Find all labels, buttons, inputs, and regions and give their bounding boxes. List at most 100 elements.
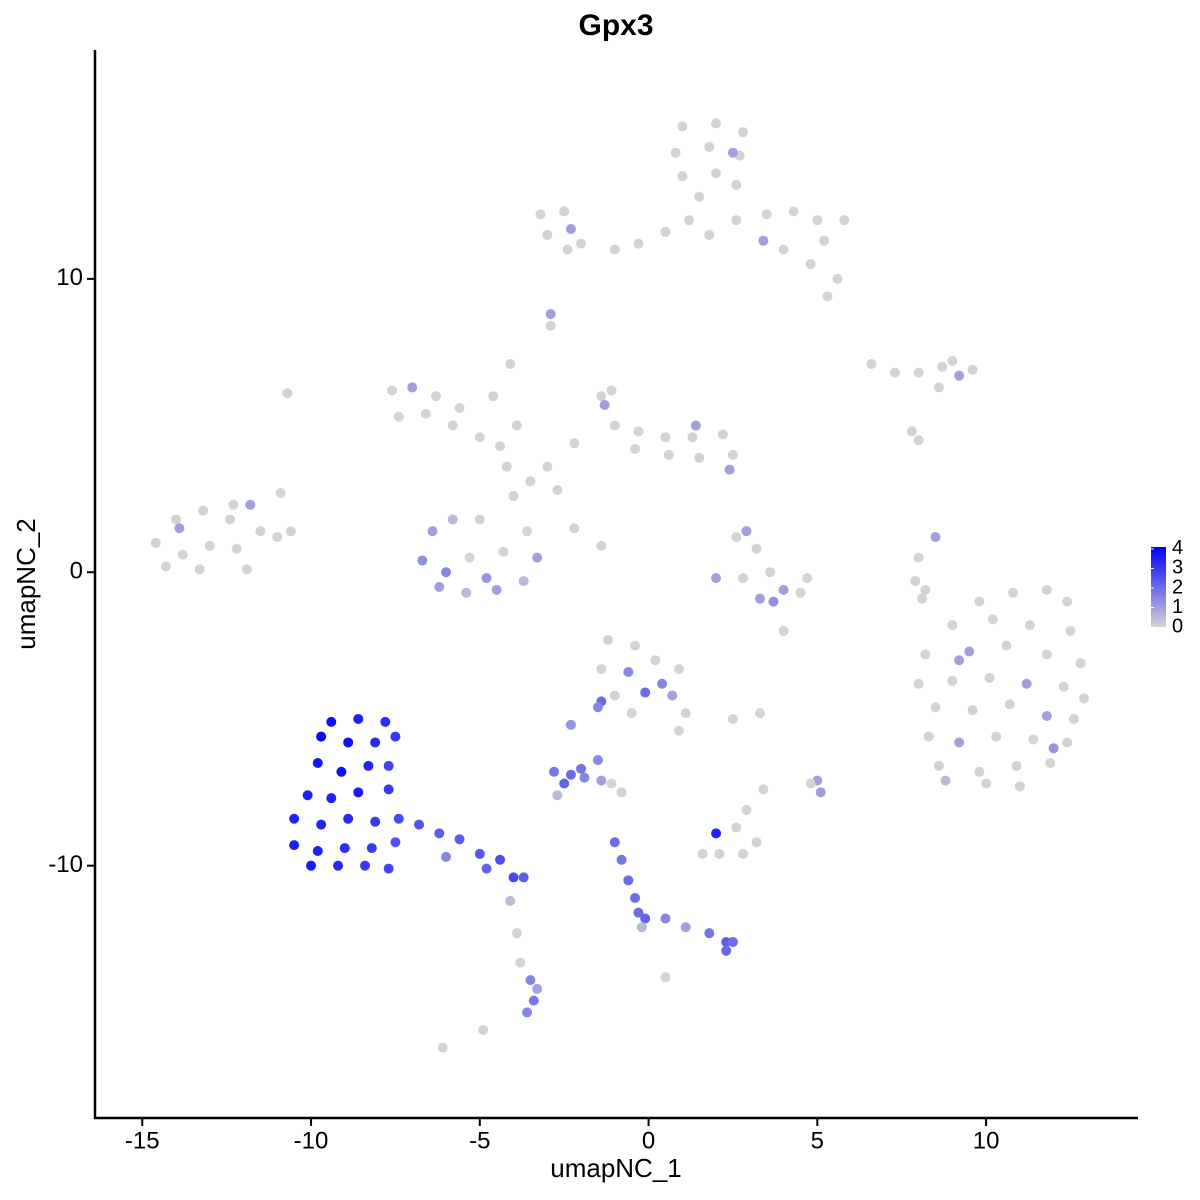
- point: [545, 320, 556, 331]
- point: [579, 772, 590, 783]
- point: [940, 775, 951, 786]
- point: [947, 675, 958, 686]
- point: [727, 936, 738, 947]
- point: [660, 226, 671, 237]
- point: [343, 737, 354, 748]
- y-tick-label: 0: [70, 558, 83, 585]
- point: [1041, 649, 1052, 660]
- point: [920, 649, 931, 660]
- point: [596, 664, 607, 675]
- point: [680, 922, 691, 933]
- point: [738, 573, 749, 584]
- point: [383, 863, 394, 874]
- colorbar-label: 4: [1172, 537, 1183, 559]
- point: [393, 813, 404, 824]
- point: [474, 514, 485, 525]
- point: [505, 358, 516, 369]
- point: [727, 147, 738, 158]
- point: [714, 848, 725, 859]
- point: [495, 854, 506, 865]
- point: [697, 848, 708, 859]
- point: [751, 543, 762, 554]
- point: [694, 191, 705, 202]
- point: [967, 364, 978, 375]
- point: [245, 499, 256, 510]
- point: [1008, 587, 1019, 598]
- point: [576, 763, 587, 774]
- point: [1041, 584, 1052, 595]
- point: [616, 854, 627, 865]
- point: [731, 532, 742, 543]
- point: [326, 716, 337, 727]
- point: [326, 793, 337, 804]
- point: [515, 957, 526, 968]
- point: [434, 828, 445, 839]
- point: [1058, 681, 1069, 692]
- point: [562, 244, 573, 255]
- point: [741, 526, 752, 537]
- x-axis-label: umapNC_1: [550, 1153, 682, 1183]
- point: [731, 179, 742, 190]
- point: [343, 813, 354, 824]
- point: [525, 476, 536, 487]
- point: [657, 678, 668, 689]
- point: [1024, 620, 1035, 631]
- point: [721, 945, 732, 956]
- point: [370, 737, 381, 748]
- point: [819, 235, 830, 246]
- point: [667, 690, 678, 701]
- point: [640, 913, 651, 924]
- colorbar-label: 0: [1172, 615, 1183, 637]
- point: [933, 382, 944, 393]
- point: [1001, 640, 1012, 651]
- point: [430, 391, 441, 402]
- point: [778, 625, 789, 636]
- point: [660, 432, 671, 443]
- point: [984, 672, 995, 683]
- point: [1028, 734, 1039, 745]
- point: [913, 678, 924, 689]
- point: [316, 731, 327, 742]
- point: [488, 391, 499, 402]
- point: [768, 596, 779, 607]
- point: [731, 215, 742, 226]
- point: [913, 552, 924, 563]
- point: [731, 822, 742, 833]
- point: [606, 778, 617, 789]
- point: [532, 552, 543, 563]
- point: [306, 860, 317, 871]
- point: [542, 461, 553, 472]
- point: [1075, 658, 1086, 669]
- point: [609, 420, 620, 431]
- point: [650, 655, 661, 666]
- point: [275, 488, 286, 499]
- point: [194, 564, 205, 575]
- x-tick-label: -15: [125, 1127, 160, 1154]
- point: [171, 514, 182, 525]
- point: [363, 760, 374, 771]
- point: [447, 514, 458, 525]
- point: [640, 687, 651, 698]
- point: [937, 361, 948, 372]
- point: [991, 731, 1002, 742]
- colorbar-label: 2: [1172, 576, 1183, 598]
- point: [177, 549, 188, 560]
- point: [954, 655, 965, 666]
- point: [532, 983, 543, 994]
- point: [630, 640, 641, 651]
- point: [312, 846, 323, 856]
- point: [282, 388, 293, 399]
- point: [491, 584, 502, 595]
- point: [160, 561, 171, 572]
- point: [633, 907, 644, 918]
- point: [407, 382, 418, 393]
- point: [633, 238, 644, 249]
- point: [511, 928, 522, 939]
- point: [390, 837, 401, 848]
- point: [370, 816, 381, 827]
- point: [839, 215, 850, 226]
- point: [724, 464, 735, 475]
- point: [542, 229, 553, 240]
- point: [987, 614, 998, 625]
- point: [1004, 699, 1015, 710]
